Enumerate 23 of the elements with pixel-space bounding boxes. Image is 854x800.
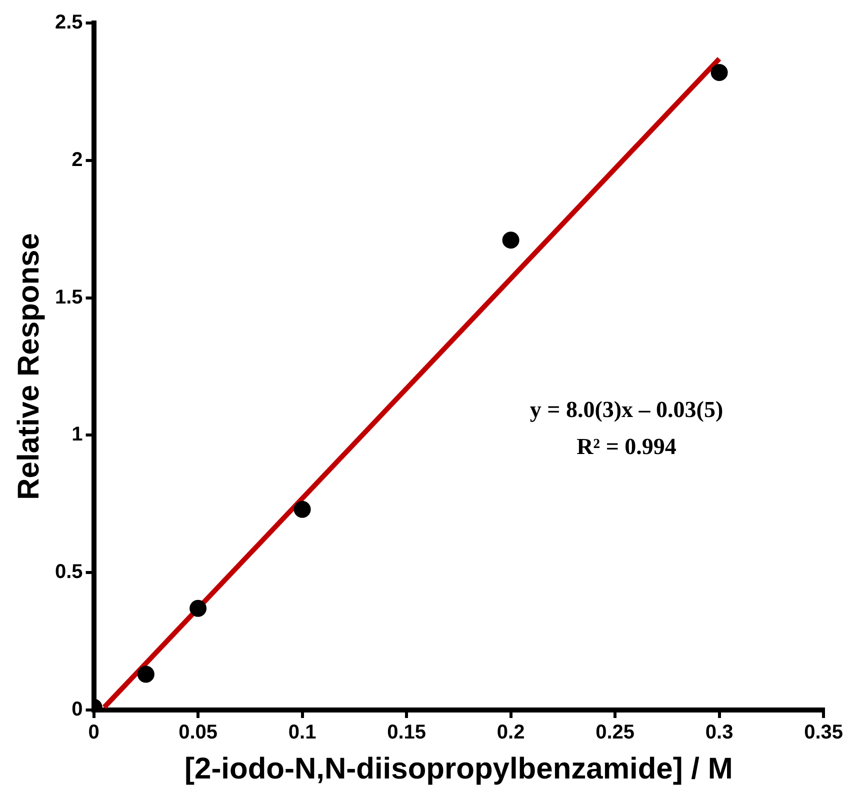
y-tick-label: 1.5	[54, 286, 83, 308]
y-tick-label: 2	[72, 148, 83, 171]
y-axis-title: Relative Response	[12, 233, 46, 500]
point	[137, 666, 154, 683]
point	[294, 500, 311, 518]
x-axis-title: [2-iodo-N,N-diisopropylbenzamide] / M	[184, 752, 733, 786]
x-tick-label: 0.1	[288, 722, 316, 744]
point	[190, 600, 207, 617]
x-tick-label: 0.25	[596, 722, 635, 744]
point	[710, 64, 728, 81]
y-tick-label: 0.5	[54, 561, 83, 584]
y-tick-label: 2.5	[54, 12, 83, 34]
x-tick-label: 0.2	[496, 722, 525, 744]
y-tick-label: 1	[72, 424, 83, 446]
point	[502, 232, 520, 249]
x-tick-label: 0.05	[178, 722, 218, 744]
x-tick-label: 0.15	[387, 722, 426, 744]
x-tick-label: 0.35	[804, 722, 844, 744]
x-tick-label: 0	[88, 722, 100, 744]
x-tick-label: 0.3	[705, 722, 734, 744]
annotation: y = 8.0(3)x – 0.03(5)	[530, 397, 724, 422]
annotation: R² = 0.994	[576, 434, 677, 460]
y-tick-label: 0	[72, 698, 83, 721]
